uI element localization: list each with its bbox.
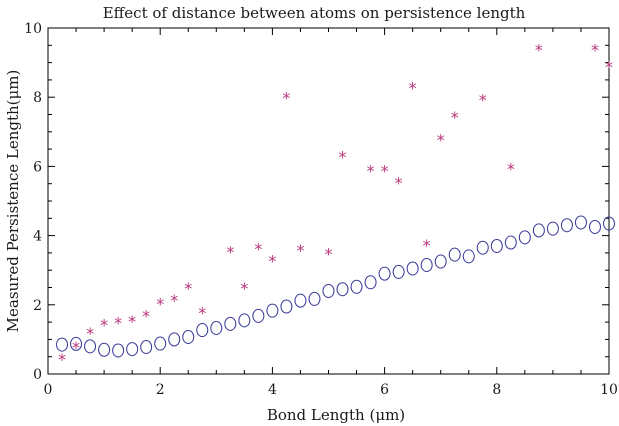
asterisk-point: * xyxy=(296,241,304,260)
x-tick-label: 4 xyxy=(268,382,277,398)
x-axis-tick-labels: 0 2 4 6 8 10 xyxy=(44,382,618,398)
asterisk-point: * xyxy=(198,303,206,322)
circle-point xyxy=(518,230,531,245)
y-tick-label: 2 xyxy=(33,298,42,314)
chart-title: Effect of distance between atoms on pers… xyxy=(103,4,526,22)
y-tick-label: 0 xyxy=(33,367,42,383)
y-tick-label: 4 xyxy=(33,229,42,245)
asterisk-point: * xyxy=(367,161,375,180)
circle-point xyxy=(210,320,223,335)
asterisk-point: * xyxy=(437,130,445,149)
asterisk-point: * xyxy=(395,174,403,193)
circle-point xyxy=(322,283,335,298)
x-tick-label: 10 xyxy=(600,382,618,398)
circle-point xyxy=(238,313,251,328)
asterisk-point: * xyxy=(142,307,150,326)
circle-point xyxy=(546,221,559,236)
circle-point xyxy=(168,332,181,347)
asterisk-point: * xyxy=(339,148,347,167)
asterisk-point: * xyxy=(86,324,94,343)
x-tick-label: 0 xyxy=(44,382,53,398)
circle-point xyxy=(434,254,447,269)
circle-point xyxy=(532,223,545,238)
asterisk-point: * xyxy=(535,40,543,59)
y-tick-label: 6 xyxy=(33,159,42,175)
circle-point xyxy=(392,264,405,279)
circle-point xyxy=(154,336,167,351)
y-tick-label: 10 xyxy=(24,21,42,37)
asterisk-point: * xyxy=(72,338,80,357)
asterisk-point: * xyxy=(409,78,417,97)
asterisk-point: * xyxy=(451,108,459,127)
circle-point xyxy=(350,279,363,294)
asterisk-point: * xyxy=(114,314,122,333)
series-circles xyxy=(56,215,615,358)
x-axis-label: Bond Length (μm) xyxy=(267,406,405,424)
circle-point xyxy=(603,216,615,231)
asterisk-point: * xyxy=(591,40,599,59)
circle-point xyxy=(462,249,475,264)
circle-point xyxy=(560,218,573,233)
circle-point xyxy=(588,219,601,234)
asterisk-point: * xyxy=(268,251,276,270)
asterisk-point: * xyxy=(184,279,192,298)
circle-point xyxy=(364,275,377,290)
asterisk-point: * xyxy=(282,89,290,108)
circle-point xyxy=(448,247,461,262)
circle-point xyxy=(378,266,391,281)
circle-point xyxy=(308,291,321,306)
circle-point xyxy=(70,336,83,351)
asterisk-point: * xyxy=(254,239,262,258)
circle-point xyxy=(112,343,125,358)
y-tick-label: 8 xyxy=(33,90,42,106)
asterisk-point: * xyxy=(58,350,66,369)
circle-point xyxy=(504,235,517,250)
asterisk-point: * xyxy=(128,312,136,331)
asterisk-point: * xyxy=(100,315,108,334)
circle-point xyxy=(56,337,69,352)
y-axis-tick-labels: 0 2 4 6 8 10 xyxy=(24,21,42,383)
x-tick-label: 2 xyxy=(156,382,165,398)
circle-point xyxy=(406,261,419,276)
circle-point xyxy=(294,293,307,308)
asterisk-point: * xyxy=(325,244,333,263)
circle-point xyxy=(252,308,265,323)
circle-point xyxy=(140,340,153,355)
circle-point xyxy=(84,339,97,354)
circle-point xyxy=(126,342,139,357)
circle-point xyxy=(224,316,237,331)
asterisk-point: * xyxy=(605,58,613,77)
asterisk-point: * xyxy=(479,90,487,109)
asterisk-point: * xyxy=(240,279,248,298)
asterisk-point: * xyxy=(507,160,515,179)
circle-point xyxy=(574,215,587,230)
circle-point xyxy=(490,238,503,253)
circle-point xyxy=(266,303,279,318)
circle-point xyxy=(280,299,293,314)
asterisk-point: * xyxy=(226,243,234,262)
axis-ticks xyxy=(47,27,610,375)
asterisk-point: * xyxy=(156,295,164,314)
circle-point xyxy=(420,258,433,273)
circle-point xyxy=(182,329,195,344)
y-axis-label: Measured Persistence Length(μm) xyxy=(4,70,22,333)
x-tick-label: 8 xyxy=(492,382,501,398)
series-asterisks: * * * * * * * * * * * * * * * * * * * * * * * * * * * * * * * xyxy=(58,40,613,369)
asterisk-point: * xyxy=(170,291,178,310)
circle-point xyxy=(98,342,111,357)
asterisk-point: * xyxy=(381,161,389,180)
x-tick-label: 6 xyxy=(380,382,389,398)
circle-point xyxy=(476,240,489,255)
asterisk-point: * xyxy=(423,236,431,255)
circle-point xyxy=(196,323,209,338)
circle-point xyxy=(336,282,349,297)
